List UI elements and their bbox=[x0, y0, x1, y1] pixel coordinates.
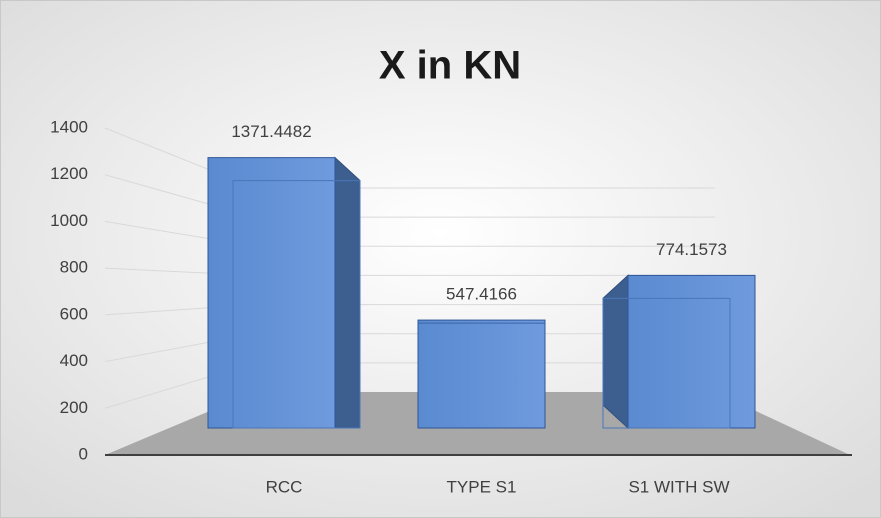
y-tick-label: 600 bbox=[60, 304, 88, 323]
bar-back-edge bbox=[602, 297, 731, 429]
bar bbox=[602, 274, 756, 430]
x-tick-label: S1 WITH SW bbox=[628, 477, 729, 496]
data-label: 1371.4482 bbox=[231, 122, 311, 141]
data-label: 774.1573 bbox=[656, 240, 727, 259]
bar bbox=[207, 156, 361, 429]
y-tick-label: 0 bbox=[79, 444, 88, 463]
bar bbox=[417, 319, 546, 429]
y-tick-label: 1400 bbox=[50, 117, 88, 136]
bar-front bbox=[417, 319, 546, 429]
chart-title: X in KN bbox=[379, 44, 521, 88]
x-tick-label: TYPE S1 bbox=[447, 477, 517, 496]
y-tick-label: 1000 bbox=[50, 211, 88, 230]
bar-front bbox=[207, 157, 336, 429]
bar-back-edge bbox=[232, 180, 361, 429]
y-tick-label: 400 bbox=[60, 351, 88, 370]
x-tick-label: RCC bbox=[266, 477, 303, 496]
bar-front bbox=[627, 274, 756, 429]
data-label: 547.4166 bbox=[446, 285, 517, 304]
y-tick-label: 1200 bbox=[50, 164, 88, 183]
y-tick-label: 800 bbox=[60, 258, 88, 277]
bar-side bbox=[334, 156, 361, 429]
y-tick-label: 200 bbox=[60, 398, 88, 417]
